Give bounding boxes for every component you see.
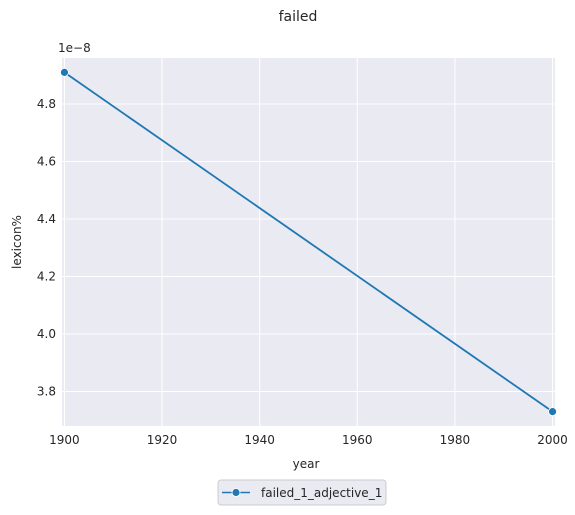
legend-box [217,479,387,506]
series-line [63,71,554,413]
tick-labels: 1900 1920 1940 1960 1980 2000 3.8 4.0 4.2 4.4 4.6 4… [37,97,568,447]
chart-title: failed [279,9,318,25]
y-tick-label: 4.6 [37,155,56,169]
x-tick-label: 1980 [440,433,471,447]
data-point [60,67,69,77]
x-tick-label: 1960 [342,433,373,447]
y-tick-label: 4.0 [37,327,56,341]
x-tick-label: 1920 [147,433,178,447]
y-tick-label: 4.2 [37,270,56,284]
x-tick-label: 2000 [537,433,568,447]
y-tick-label: 3.8 [37,385,56,399]
series-layer [60,67,557,417]
x-tick-label: 1900 [49,433,80,447]
legend-point-marker [231,488,241,497]
grid-lines [62,58,555,426]
legend-series-label: failed_1_adjective_1 [261,486,382,500]
y-axis-label: lexicon% [10,215,24,269]
y-tick-label: 4.8 [37,97,56,111]
y-offset-label: 1e−8 [58,41,91,55]
data-point [548,407,557,417]
y-tick-label: 4.4 [37,212,56,226]
legend: failed_1_adjective_1 [217,479,387,506]
x-axis-label: year [293,457,320,471]
x-tick-label: 1940 [244,433,275,447]
